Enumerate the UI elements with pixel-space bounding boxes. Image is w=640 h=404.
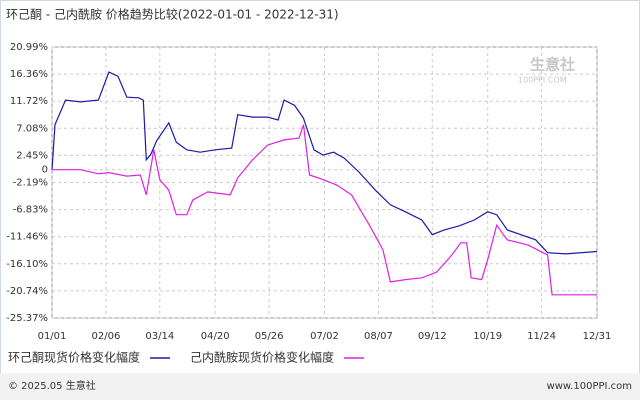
watermark-sub: 100PPI.COM [518, 76, 567, 85]
y-tick-label: -2.19% [13, 178, 48, 189]
x-tick-label: 03/14 [145, 331, 174, 342]
y-tick-label: 20.99% [10, 42, 48, 53]
y-tick-label: 7.08% [16, 123, 48, 134]
y-tick-label: -6.83% [13, 205, 48, 216]
x-tick-label: 04/20 [201, 331, 230, 342]
x-tick-label: 08/07 [364, 331, 393, 342]
footer-bar [0, 373, 640, 400]
x-tick-label: 05/26 [255, 331, 284, 342]
legend-label: 环己酮现货价格变化幅度 [8, 350, 140, 365]
x-tick-label: 02/06 [91, 331, 120, 342]
y-tick-label: 16.36% [10, 69, 48, 80]
y-tick-label: -25.37% [6, 313, 48, 324]
y-tick-label: -20.74% [6, 286, 48, 297]
watermark: 生意社 [530, 56, 575, 74]
y-tick-label: 2.45% [16, 150, 48, 161]
x-tick-label: 09/12 [418, 331, 447, 342]
x-tick-label: 07/02 [310, 331, 339, 342]
x-tick-label: 10/19 [473, 331, 502, 342]
x-tick-label: 12/31 [583, 331, 612, 342]
x-tick-label: 01/01 [38, 331, 67, 342]
x-tick-label: 11/24 [527, 331, 556, 342]
chart-title: 环己酮 - 己内酰胺 价格趋势比较(2022-01-01 - 2022-12-3… [6, 7, 339, 22]
y-tick-label: -16.10% [6, 259, 48, 270]
line [52, 124, 597, 296]
footer-right: www.100PPI.com [547, 381, 632, 392]
y-tick-label: 11.72% [10, 96, 48, 107]
footer-left: © 2025.05 生意社 [8, 379, 96, 392]
legend-label: 己内酰胺现货价格变化幅度 [190, 350, 334, 365]
y-tick-label: -11.46% [6, 232, 48, 243]
line [51, 71, 598, 255]
y-tick-label: 0 [42, 165, 48, 176]
